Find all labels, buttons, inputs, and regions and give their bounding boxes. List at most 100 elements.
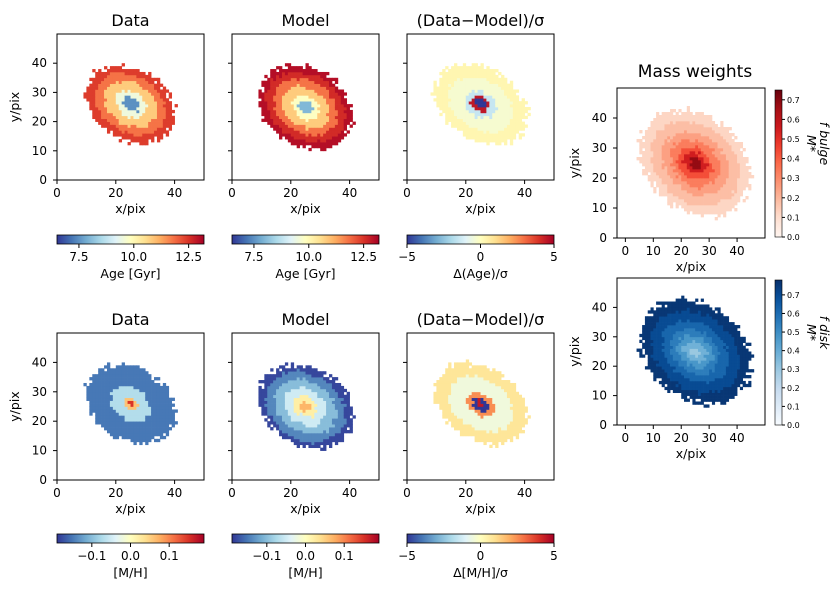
pixel: [483, 430, 487, 434]
pixel: [320, 115, 324, 120]
pixel: [658, 175, 663, 179]
pixel: [433, 391, 437, 396]
pixel: [130, 74, 134, 79]
pixel: [477, 403, 481, 407]
pixel: [270, 71, 274, 76]
pixel: [728, 199, 732, 203]
pixel: [521, 115, 525, 120]
pixel: [168, 115, 173, 120]
pixel: [506, 382, 511, 387]
pixel: [498, 435, 502, 440]
pixel: [308, 136, 312, 140]
pixel: [264, 74, 268, 79]
pixel: [302, 98, 306, 102]
pixel: [314, 115, 318, 120]
pixel: [454, 86, 458, 90]
pixel: [308, 130, 312, 134]
pixel: [703, 118, 707, 122]
pixel: [681, 157, 685, 161]
pixel: [433, 86, 437, 90]
pixel: [311, 69, 315, 73]
pixel: [664, 142, 668, 146]
y-tick-label: 20: [32, 414, 47, 428]
pixel: [104, 83, 108, 87]
pixel: [509, 124, 514, 128]
pixel: [127, 412, 131, 416]
pixel: [95, 377, 99, 381]
pixel: [331, 107, 336, 111]
pixel: [95, 89, 99, 93]
pixel: [320, 98, 324, 102]
pixel: [104, 107, 108, 111]
pixel: [504, 412, 508, 416]
pixel: [165, 104, 170, 108]
pixel: [133, 412, 137, 416]
pixel: [299, 403, 303, 407]
pixel: [109, 415, 114, 419]
pixel: [711, 130, 716, 134]
pixel: [276, 86, 280, 90]
pixel: [454, 92, 458, 96]
pixel: [281, 406, 286, 410]
pixel: [678, 172, 682, 176]
pixel: [264, 118, 268, 122]
pixel: [270, 89, 274, 93]
pixel: [459, 430, 464, 434]
pixel: [442, 415, 446, 419]
pixel: [270, 406, 274, 410]
pixel: [264, 95, 268, 99]
pixel: [334, 86, 339, 90]
pixel: [647, 127, 651, 131]
pixel: [436, 400, 440, 404]
pixel: [109, 391, 114, 396]
pixel: [340, 124, 345, 128]
pixel: [471, 133, 475, 137]
pixel: [495, 118, 499, 122]
pixel: [308, 397, 312, 401]
pixel: [92, 104, 96, 108]
pixel: [308, 430, 312, 434]
pixel: [154, 133, 158, 137]
pixel: [349, 118, 353, 122]
pixel: [115, 388, 120, 393]
pixel: [139, 95, 143, 99]
pixel: [267, 421, 271, 425]
pixel: [121, 432, 125, 437]
pixel: [658, 154, 663, 158]
pixel: [692, 196, 696, 200]
pixel: [728, 145, 732, 149]
pixel: [692, 178, 696, 182]
pixel: [98, 121, 102, 125]
pixel: [486, 403, 490, 407]
pixel: [454, 371, 458, 375]
pixel: [498, 374, 502, 378]
pixel: [697, 154, 702, 158]
pixel: [127, 92, 131, 96]
pixel: [127, 142, 131, 146]
pixel: [133, 394, 137, 399]
pixel: [121, 368, 125, 372]
pixel: [667, 160, 671, 164]
pixel: [442, 83, 446, 87]
pixel: [501, 130, 505, 134]
pixel: [323, 121, 327, 125]
pixel: [459, 109, 464, 114]
pixel: [276, 124, 280, 128]
pixel: [506, 380, 511, 384]
pixel: [483, 380, 487, 384]
pixel: [465, 74, 470, 79]
y-axis-label: y/pix: [7, 92, 22, 122]
pixel: [308, 83, 312, 87]
pixel: [728, 136, 732, 140]
pixel: [644, 151, 649, 155]
pixel: [281, 69, 286, 73]
pixel: [299, 66, 303, 70]
pixel: [89, 98, 93, 102]
pixel: [689, 208, 693, 212]
pixel: [486, 394, 490, 399]
pixel: [276, 397, 280, 401]
pixel: [477, 124, 481, 128]
pixel: [709, 154, 713, 158]
pixel: [700, 160, 704, 164]
pixel: [320, 139, 324, 143]
